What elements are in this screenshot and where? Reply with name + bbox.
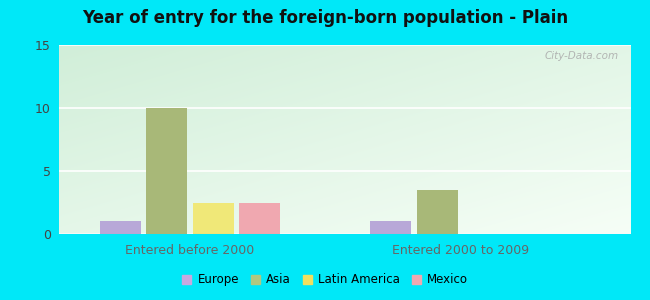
Bar xyxy=(146,108,187,234)
Bar xyxy=(239,202,280,234)
Text: City-Data.com: City-Data.com xyxy=(545,51,619,61)
Bar xyxy=(417,190,458,234)
Text: Year of entry for the foreign-born population - Plain: Year of entry for the foreign-born popul… xyxy=(82,9,568,27)
Bar xyxy=(100,221,141,234)
Bar xyxy=(370,221,411,234)
Legend: Europe, Asia, Latin America, Mexico: Europe, Asia, Latin America, Mexico xyxy=(177,269,473,291)
Bar xyxy=(192,202,233,234)
